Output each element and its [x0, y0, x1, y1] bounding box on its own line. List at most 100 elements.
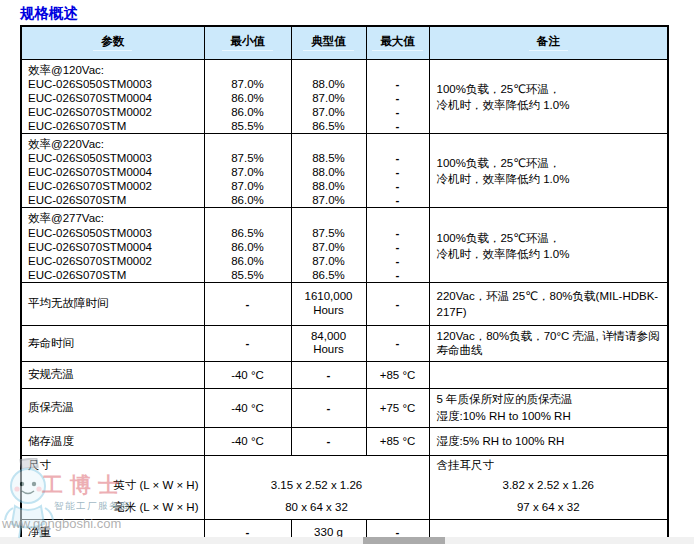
col-header-typ: 典型值 — [291, 26, 366, 59]
table-row-warranty-case-temp: 质保壳温 -40 °C - +75 °C 5 年质保所对应的质保壳温 湿度:10… — [21, 388, 668, 427]
max-value: - — [367, 179, 429, 193]
dimension-unit-mm: 毫米 (L × W × H) — [22, 496, 204, 518]
cell-min: 87.5% 87.0% 87.0% 86.0% — [204, 133, 291, 207]
cell-param: 效率@120Vac: EUC-026S050STM0003 EUC-026S07… — [21, 59, 204, 133]
model-name: EUC-026S050STM0003 — [28, 226, 204, 240]
spacer — [367, 63, 429, 77]
cell-note: 含挂耳尺寸 3.82 x 2.52 x 1.26 97 x 64 x 32 — [429, 455, 668, 519]
table-row-lifetime: 寿命时间 - 84,000 Hours - 120Vac，80%负载，70°C … — [21, 325, 668, 361]
model-name: EUC-026S070STM — [28, 268, 204, 282]
model-name: EUC-026S070STM — [28, 193, 204, 207]
cell-note: 100%负载，25℃环温， 冷机时，效率降低约 1.0% — [429, 208, 668, 282]
horizontal-scrollbar-thumb[interactable] — [363, 537, 445, 544]
cell-param: 效率@277Vac: EUC-026S050STM0003 EUC-026S07… — [21, 208, 204, 282]
cell-param: 安规壳温 — [21, 361, 204, 388]
cell-typ: - — [291, 427, 366, 455]
model-name: EUC-026S050STM0003 — [28, 151, 204, 165]
spacer — [205, 63, 291, 77]
table-row-storage-temp: 储存温度 -40 °C - +85 °C 湿度:5% RH to 100% RH — [21, 427, 668, 455]
dimension-label: 尺寸 — [22, 456, 204, 474]
model-name: EUC-026S070STM — [28, 119, 204, 133]
cell-min: - — [204, 282, 291, 325]
cell-max: - — [366, 282, 429, 325]
cell-param: 储存温度 — [21, 427, 204, 455]
col-header-note: 备注 — [429, 26, 668, 59]
max-value: - — [367, 77, 429, 91]
max-value: - — [367, 105, 429, 119]
cell-typ: - — [291, 361, 366, 388]
table-row-mtbf: 平均无故障时间 - 1610,000 Hours - 220Vac，环温 25℃… — [21, 282, 668, 325]
cell-min: -40 °C — [204, 361, 291, 388]
table-row-safety-case-temp: 安规壳温 -40 °C - +85 °C — [21, 361, 668, 388]
typ-value: 88.0% — [292, 179, 366, 193]
cell-typ: - — [291, 388, 366, 427]
model-name: EUC-026S070STM0004 — [28, 165, 204, 179]
cell-note — [429, 361, 668, 388]
max-value: - — [367, 119, 429, 133]
min-value: 86.0% — [205, 91, 291, 105]
cell-min: 86.5% 86.0% 86.0% 85.5% — [204, 208, 291, 282]
min-value: 86.5% — [205, 226, 291, 240]
max-value: - — [367, 226, 429, 240]
spacer — [367, 211, 429, 225]
typ-value: 87.0% — [292, 254, 366, 268]
cell-param: 尺寸 英寸 (L × W × H) 毫米 (L × W × H) — [21, 455, 204, 519]
col-header-max: 最大值 — [366, 26, 429, 59]
min-value: 85.5% — [205, 119, 291, 133]
cell-typ: 88.5% 88.0% 88.0% 87.0% — [291, 133, 366, 207]
header-row: 参数 最小值 典型值 最大值 备注 — [21, 26, 668, 59]
cell-note: 120Vac，80%负载，70°C 壳温, 详情请参阅寿命曲线 — [429, 325, 668, 361]
min-value: 85.5% — [205, 268, 291, 282]
typ-value: 86.5% — [292, 268, 366, 282]
cell-typ: 87.5% 87.0% 87.0% 86.5% — [291, 208, 366, 282]
section-label: 效率@120Vac: — [28, 63, 204, 77]
cell-max: +75 °C — [366, 388, 429, 427]
max-value: - — [367, 151, 429, 165]
cell-note: 100%负载，25℃环温， 冷机时，效率降低约 1.0% — [429, 59, 668, 133]
cell-note: 湿度:5% RH to 100% RH — [429, 427, 668, 455]
max-value: - — [367, 240, 429, 254]
cell-param: 寿命时间 — [21, 325, 204, 361]
max-value: - — [367, 268, 429, 282]
model-name: EUC-026S070STM0004 — [28, 240, 204, 254]
spacer — [292, 63, 366, 77]
cell-min: -40 °C — [204, 427, 291, 455]
cell-max: +85 °C — [366, 427, 429, 455]
min-value: 86.0% — [205, 254, 291, 268]
min-value: 86.0% — [205, 240, 291, 254]
typ-value: 87.0% — [292, 240, 366, 254]
cell-max: - — [366, 325, 429, 361]
min-value: 86.0% — [205, 193, 291, 207]
cell-max: +85 °C — [366, 361, 429, 388]
model-name: EUC-026S050STM0003 — [28, 77, 204, 91]
spacer — [292, 211, 366, 225]
table-row-efficiency-277vac: 效率@277Vac: EUC-026S050STM0003 EUC-026S07… — [21, 208, 668, 282]
cell-min: 87.0% 86.0% 86.0% 85.5% — [204, 59, 291, 133]
min-value: 87.5% — [205, 151, 291, 165]
spacer — [205, 137, 291, 151]
cell-param: 效率@220Vac: EUC-026S050STM0003 EUC-026S07… — [21, 133, 204, 207]
spacer — [205, 211, 291, 225]
max-value: - — [367, 165, 429, 179]
page: 规格概述 参数 最小值 典型值 最大值 备注 效率@120Vac: EUC-02… — [0, 0, 694, 544]
cell-max: - - - - — [366, 59, 429, 133]
cell-note: 100%负载，25℃环温， 冷机时，效率降低约 1.0% — [429, 133, 668, 207]
model-name: EUC-026S070STM0004 — [28, 91, 204, 105]
cell-max: - - - - — [366, 208, 429, 282]
typ-value: 87.5% — [292, 226, 366, 240]
cell-max: - - - - — [366, 133, 429, 207]
model-name: EUC-026S070STM0002 — [28, 105, 204, 119]
horizontal-scrollbar-track[interactable] — [0, 537, 694, 544]
cell-typ: 84,000 Hours — [291, 325, 366, 361]
typ-value: 88.0% — [292, 77, 366, 91]
dimension-unit-inch: 英寸 (L × W × H) — [22, 474, 204, 496]
min-value: 87.0% — [205, 165, 291, 179]
cell-typ: 1610,000 Hours — [291, 282, 366, 325]
typ-value: 88.0% — [292, 165, 366, 179]
model-name: EUC-026S070STM0002 — [28, 254, 204, 268]
col-header-min: 最小值 — [204, 26, 291, 59]
spec-table: 参数 最小值 典型值 最大值 备注 效率@120Vac: EUC-026S050… — [20, 25, 669, 544]
min-value: 87.0% — [205, 77, 291, 91]
section-label: 效率@277Vac: — [28, 211, 204, 225]
model-name: EUC-026S070STM0002 — [28, 179, 204, 193]
